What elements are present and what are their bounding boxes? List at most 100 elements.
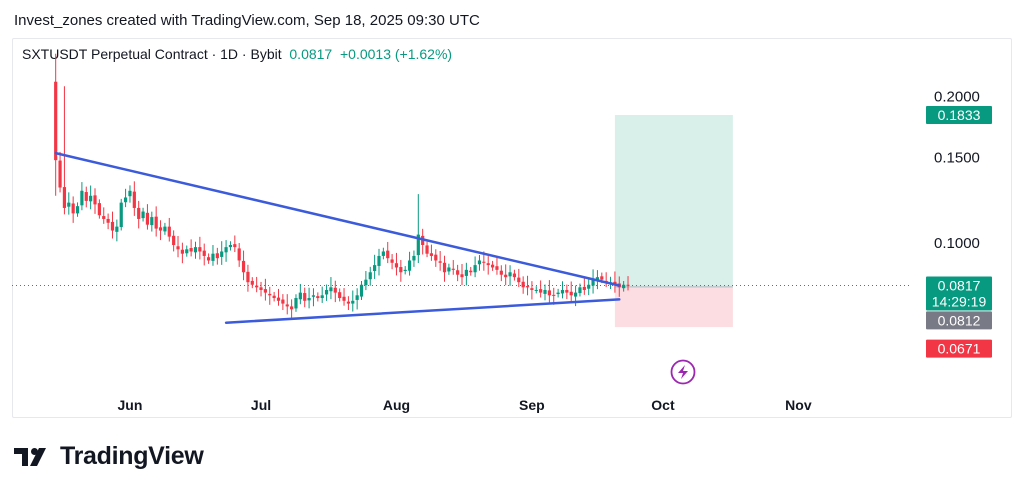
candle-body[interactable] — [268, 293, 272, 296]
candle-body[interactable] — [456, 270, 460, 275]
candle-body[interactable] — [552, 294, 556, 296]
candle-body[interactable] — [403, 269, 407, 272]
candle-body[interactable] — [141, 211, 145, 219]
candle-body[interactable] — [622, 284, 626, 289]
stop-zone[interactable] — [614, 286, 733, 328]
candle-body[interactable] — [364, 279, 368, 286]
candle-body[interactable] — [495, 266, 499, 270]
candle-body[interactable] — [228, 244, 233, 248]
candle-body[interactable] — [508, 272, 512, 277]
candle-body[interactable] — [106, 218, 110, 223]
candle-body[interactable] — [416, 234, 420, 256]
candle-body[interactable] — [438, 261, 442, 263]
candle-body[interactable] — [211, 253, 215, 261]
candle-body[interactable] — [119, 202, 123, 228]
ascending-trendline[interactable] — [224, 298, 621, 324]
candle-body[interactable] — [303, 293, 307, 301]
candle-body[interactable] — [180, 249, 184, 254]
candle-body[interactable] — [324, 289, 329, 295]
candle-body[interactable] — [167, 226, 171, 237]
candle-body[interactable] — [150, 217, 154, 226]
candle-body[interactable] — [294, 298, 298, 309]
candle-body[interactable] — [482, 261, 486, 263]
candle-body[interactable] — [272, 295, 276, 299]
candle-body[interactable] — [93, 195, 97, 205]
candle-body[interactable] — [298, 292, 302, 300]
candle-body[interactable] — [241, 260, 246, 273]
candle-body[interactable] — [250, 280, 254, 285]
candle-body[interactable] — [390, 259, 394, 263]
candle-body[interactable] — [185, 249, 189, 254]
target-zone[interactable] — [614, 114, 733, 287]
candle-body[interactable] — [556, 292, 560, 295]
candle-body[interactable] — [517, 277, 521, 283]
candle-body[interactable] — [202, 250, 206, 256]
candle-body[interactable] — [477, 260, 482, 265]
candle-body[interactable] — [346, 301, 351, 304]
candle-body[interactable] — [158, 227, 163, 231]
candle-body[interactable] — [198, 247, 202, 252]
candle-body[interactable] — [276, 297, 281, 301]
candle-body[interactable] — [573, 292, 578, 297]
candle-body[interactable] — [71, 203, 75, 214]
candle-body[interactable] — [311, 295, 316, 297]
candle-body[interactable] — [359, 284, 364, 297]
candle-body[interactable] — [176, 246, 180, 250]
candle-body[interactable] — [578, 287, 582, 294]
candle-body[interactable] — [58, 160, 62, 188]
candle-body[interactable] — [373, 265, 377, 272]
candle-body[interactable] — [539, 289, 543, 293]
candle-body[interactable] — [97, 203, 101, 216]
candle-body[interactable] — [132, 191, 136, 208]
candle-body[interactable] — [329, 287, 333, 292]
candle-body[interactable] — [386, 250, 390, 259]
candle-body[interactable] — [75, 206, 80, 214]
candle-body[interactable] — [407, 260, 412, 271]
candle-body[interactable] — [290, 306, 294, 310]
candle-body[interactable] — [490, 264, 495, 268]
candle-body[interactable] — [154, 216, 158, 229]
candle-body[interactable] — [255, 285, 259, 288]
candle-body[interactable] — [84, 192, 88, 201]
candle-body[interactable] — [320, 295, 324, 299]
candle-body[interactable] — [565, 289, 569, 293]
candle-body[interactable] — [600, 276, 604, 280]
symbol-title[interactable]: SXTUSDT Perpetual Contract · 1D · Bybit — [22, 46, 282, 62]
candle-body[interactable] — [434, 254, 438, 261]
candle-body[interactable] — [351, 300, 355, 304]
candle-body[interactable] — [102, 216, 106, 219]
candle-body[interactable] — [224, 247, 228, 253]
chart-panel[interactable] — [12, 38, 1012, 418]
candle-body[interactable] — [394, 263, 399, 268]
candle-body[interactable] — [54, 81, 58, 161]
candle-body[interactable] — [307, 298, 311, 301]
candle-body[interactable] — [137, 207, 141, 219]
candle-body[interactable] — [110, 221, 115, 231]
candle-body[interactable] — [591, 279, 595, 286]
candle-body[interactable] — [381, 251, 385, 256]
candle-body[interactable] — [193, 247, 198, 253]
candle-body[interactable] — [67, 202, 71, 207]
candle-body[interactable] — [333, 287, 337, 293]
candle-body[interactable] — [451, 268, 455, 270]
candle-body[interactable] — [189, 248, 193, 252]
candle-body[interactable] — [207, 257, 211, 261]
candle-body[interactable] — [62, 187, 67, 208]
candle-body[interactable] — [534, 289, 538, 291]
candle-body[interactable] — [530, 288, 534, 290]
candle-body[interactable] — [172, 235, 176, 245]
candle-body[interactable] — [259, 287, 263, 290]
candle-body[interactable] — [626, 284, 630, 286]
candle-body[interactable] — [145, 212, 150, 225]
candle-body[interactable] — [355, 295, 359, 300]
candle-body[interactable] — [263, 289, 267, 293]
candle-body[interactable] — [220, 251, 224, 257]
candle-body[interactable] — [473, 265, 477, 273]
candle-body[interactable] — [342, 296, 346, 301]
candle-body[interactable] — [512, 273, 517, 278]
candle-body[interactable] — [525, 286, 530, 288]
candle-body[interactable] — [128, 190, 132, 197]
candle-body[interactable] — [163, 226, 167, 232]
price-chart[interactable]: 0.2000 0.1500 0.1000 Jun Jul Aug Sep Oct Nov 0.18… — [0, 0, 1024, 430]
candle-body[interactable] — [560, 289, 565, 294]
